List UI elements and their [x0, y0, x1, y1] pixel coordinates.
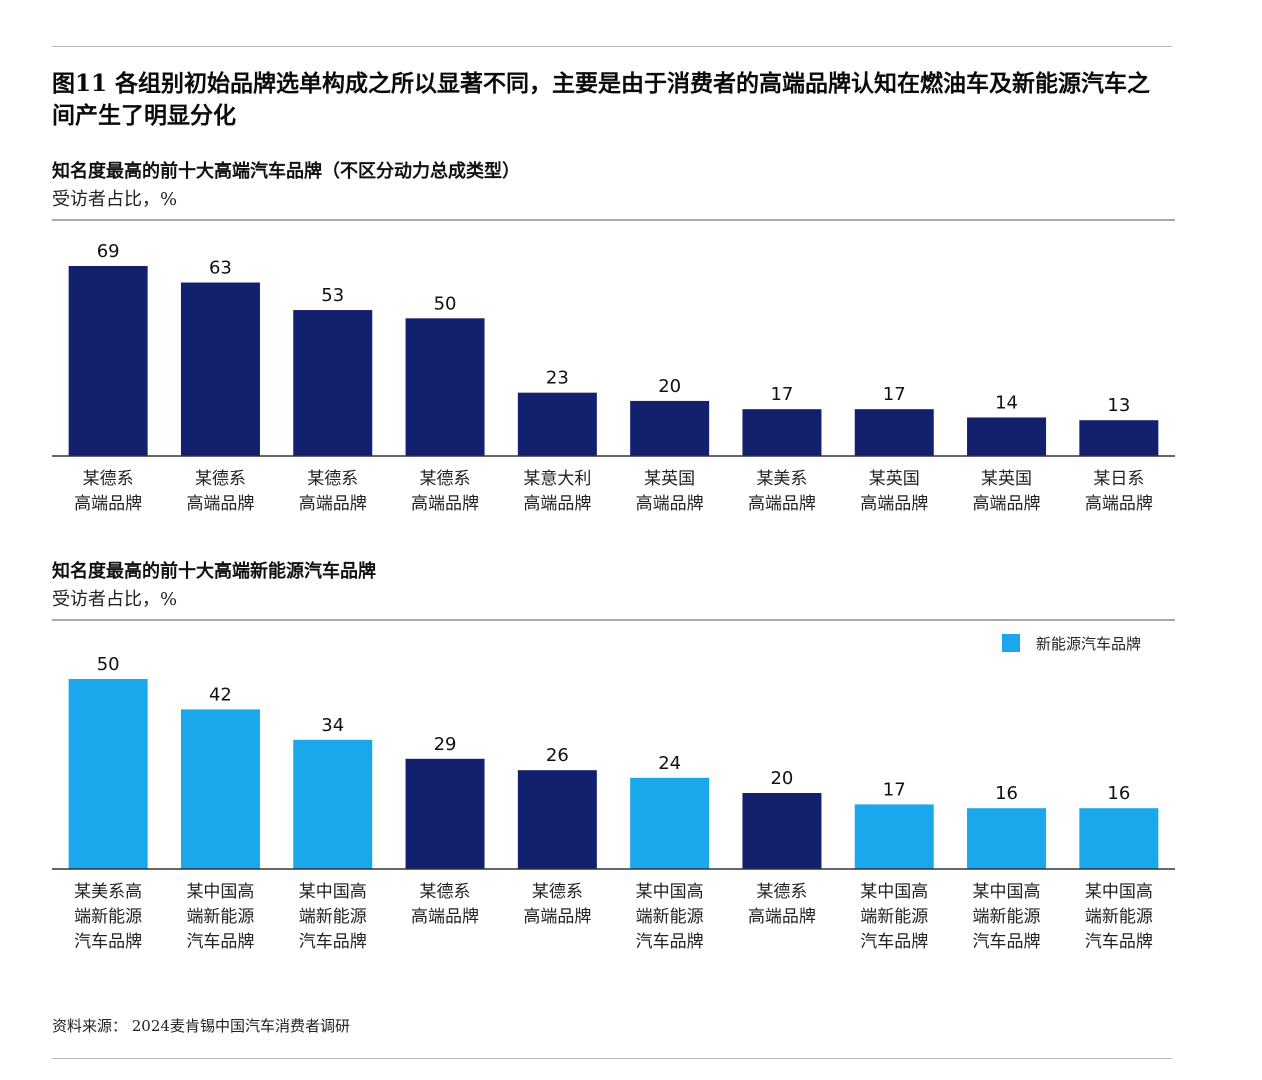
chart1-value-label-1: 69: [97, 241, 120, 262]
chart1-bar-6: [630, 400, 710, 456]
chart2-category-label-8-line-2: 端新能源: [860, 907, 928, 927]
chart2-value-label-3: 34: [321, 715, 344, 736]
chart2-category-label-1-line-1: 某美系高: [74, 882, 142, 902]
chart2-category-label-3-line-2: 端新能源: [299, 907, 367, 927]
chart2-category-label-2-line-2: 端新能源: [186, 907, 254, 927]
chart1-value-label-8: 17: [883, 384, 906, 405]
chart1-value-label-6: 20: [658, 376, 681, 397]
chart1-bar-1: [68, 266, 148, 456]
chart1-category-label-1-line-2: 高端品牌: [74, 494, 142, 514]
top-rule: [52, 46, 1172, 47]
chart2-bar-1: [68, 679, 148, 869]
chart2-category-label-6-line-2: 端新能源: [636, 907, 704, 927]
chart2-value-label-9: 16: [995, 783, 1018, 804]
chart1-bar-2: [180, 282, 260, 456]
chart2-category-label-5-line-2: 高端品牌: [523, 907, 591, 927]
chart1-title: 知名度最高的前十大高端汽车品牌（不区分动力总成类型）: [52, 161, 520, 182]
chart2-value-label-7: 20: [770, 768, 793, 789]
chart2-value-label-2: 42: [209, 684, 232, 705]
chart2-category-label-4-line-1: 某德系: [420, 882, 471, 902]
chart1-category-label-5-line-2: 高端品牌: [523, 494, 591, 514]
chart2-category-label-10-line-1: 某中国高: [1085, 882, 1153, 902]
chart2-bar-4: [405, 758, 485, 869]
chart2-value-label-8: 17: [883, 779, 906, 800]
chart1-category-label-6-line-1: 某英国: [644, 469, 695, 489]
chart1-value-label-10: 13: [1107, 395, 1130, 416]
chart1-bar-10: [1079, 420, 1159, 456]
source-note: 资料来源： 2024麦肯锡中国汽车消费者调研: [52, 1017, 350, 1035]
chart1-category-label-1-line-1: 某德系: [83, 469, 134, 489]
chart2-category-label-1-line-3: 汽车品牌: [74, 932, 142, 952]
chart2-category-label-6-line-3: 汽车品牌: [636, 932, 704, 952]
chart2-category-label-3-line-3: 汽车品牌: [299, 932, 367, 952]
chart2-value-label-10: 16: [1107, 783, 1130, 804]
chart1-category-label-10-line-1: 某日系: [1093, 469, 1144, 489]
chart2-category-label-6-line-1: 某中国高: [636, 882, 704, 902]
figure-title: 图11 各组别初始品牌选单构成之所以显著不同，主要是由于消费者的高端品牌认知在燃…: [52, 70, 1151, 129]
chart1-category-label-8-line-1: 某英国: [869, 469, 920, 489]
chart1-bar-9: [967, 417, 1047, 456]
chart2-bar-9: [967, 808, 1047, 869]
chart2-category-label-9-line-1: 某中国高: [973, 882, 1041, 902]
chart2-category-label-2-line-1: 某中国高: [186, 882, 254, 902]
chart2-category-label-1-line-2: 端新能源: [74, 907, 142, 927]
chart2-value-label-5: 26: [546, 745, 569, 766]
chart2-value-label-1: 50: [97, 654, 120, 675]
chart2-category-label-9-line-2: 端新能源: [973, 907, 1041, 927]
chart2-bar-3: [293, 739, 373, 869]
bottom-rule: [52, 1058, 1172, 1059]
chart2-title: 知名度最高的前十大高端新能源汽车品牌: [52, 561, 376, 582]
chart2-category-label-4-line-2: 高端品牌: [411, 907, 479, 927]
chart1-category-label-5-line-1: 某意大利: [523, 469, 591, 489]
chart2-category-label-9-line-3: 汽车品牌: [973, 932, 1041, 952]
chart1-value-label-5: 23: [546, 368, 569, 389]
chart1-category-label-3-line-1: 某德系: [307, 469, 358, 489]
chart2-category-label-8-line-1: 某中国高: [860, 882, 928, 902]
chart1-category-label-2-line-1: 某德系: [195, 469, 246, 489]
chart2-category-label-7-line-2: 高端品牌: [748, 907, 816, 927]
chart2-legend-label-1: 新能源汽车品牌: [1036, 635, 1141, 653]
chart2-bar-2: [180, 709, 260, 869]
chart2-category-label-8-line-3: 汽车品牌: [860, 932, 928, 952]
chart1-value-label-4: 50: [434, 293, 457, 314]
chart2-bar-6: [630, 777, 710, 869]
chart2-value-label-4: 29: [434, 734, 457, 755]
chart2-category-label-10-line-3: 汽车品牌: [1085, 932, 1153, 952]
chart1-bar-5: [517, 392, 597, 456]
chart1-category-label-3-line-2: 高端品牌: [299, 494, 367, 514]
chart1-category-label-4-line-2: 高端品牌: [411, 494, 479, 514]
chart1-bar-8: [854, 409, 934, 456]
chart2-bar-8: [854, 804, 934, 869]
chart1-category-label-10-line-2: 高端品牌: [1085, 494, 1153, 514]
chart1-value-label-7: 17: [770, 384, 793, 405]
chart1-category-label-7-line-1: 某美系: [756, 469, 807, 489]
chart1-category-label-2-line-2: 高端品牌: [186, 494, 254, 514]
chart1-bar-3: [293, 310, 373, 456]
chart1-category-label-8-line-2: 高端品牌: [860, 494, 928, 514]
chart1-category-label-9-line-2: 高端品牌: [973, 494, 1041, 514]
chart2-category-label-5-line-1: 某德系: [532, 882, 583, 902]
chart2-subtitle: 受访者占比，%: [52, 589, 178, 610]
chart2-bar-7: [742, 793, 822, 869]
chart2-category-label-3-line-1: 某中国高: [299, 882, 367, 902]
chart2-bar-10: [1079, 808, 1159, 869]
chart1-value-label-3: 53: [321, 285, 344, 306]
chart2-value-label-6: 24: [658, 753, 681, 774]
chart1-subtitle: 受访者占比，%: [52, 189, 178, 210]
chart1-category-label-7-line-2: 高端品牌: [748, 494, 816, 514]
chart1-value-label-2: 63: [209, 258, 232, 279]
chart2-category-label-10-line-2: 端新能源: [1085, 907, 1153, 927]
chart2-bar-5: [517, 770, 597, 869]
chart2-legend-swatch-1: [1002, 634, 1020, 652]
chart1-category-label-9-line-1: 某英国: [981, 469, 1032, 489]
chart2-category-label-2-line-3: 汽车品牌: [186, 932, 254, 952]
chart1-bar-7: [742, 409, 822, 456]
chart2-category-label-7-line-1: 某德系: [756, 882, 807, 902]
chart1-category-label-4-line-1: 某德系: [420, 469, 471, 489]
chart1-value-label-9: 14: [995, 392, 1018, 413]
chart1-category-label-6-line-2: 高端品牌: [636, 494, 704, 514]
chart1-bar-4: [405, 318, 485, 456]
